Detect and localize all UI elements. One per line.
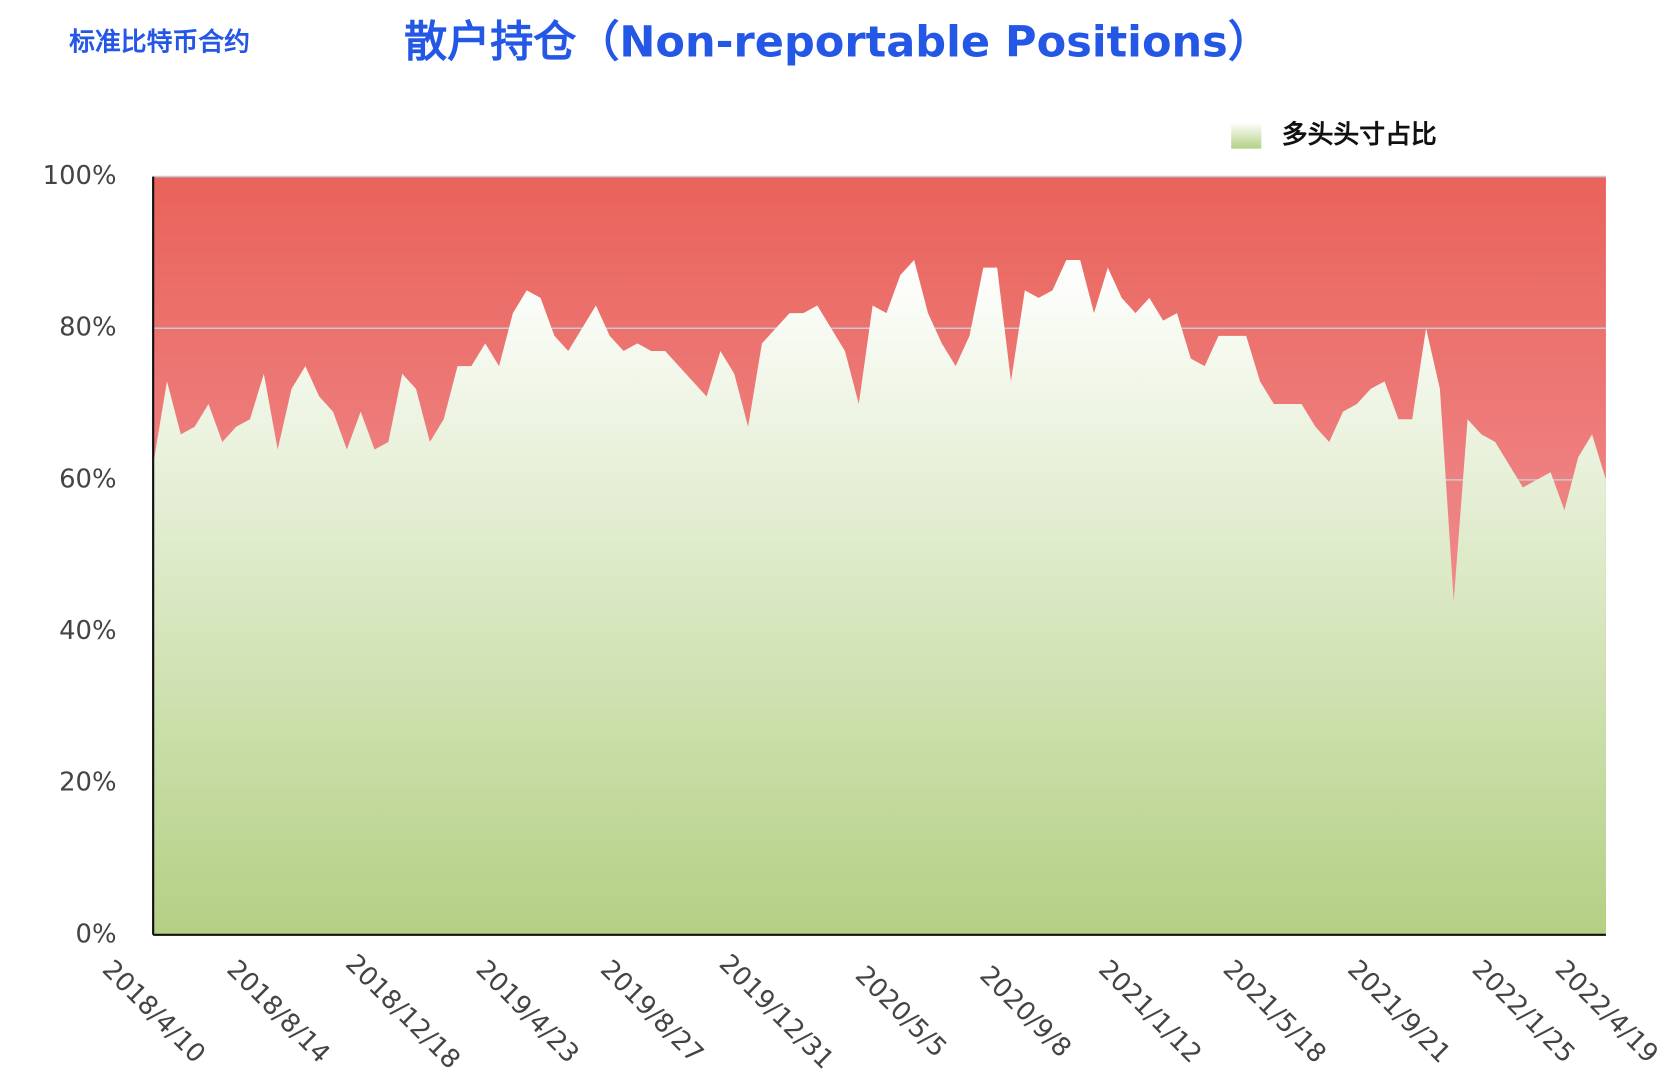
legend-label: 多头头寸占比 — [1282, 120, 1437, 150]
y-tick-label: 80% — [59, 313, 116, 343]
x-tick-label: 2021/1/12 — [1092, 955, 1207, 1070]
x-tick-label: 2018/8/14 — [221, 955, 336, 1070]
x-tick-label: 2020/5/5 — [849, 960, 952, 1063]
y-tick-label: 60% — [59, 464, 116, 494]
x-tick-label: 2020/9/8 — [974, 960, 1077, 1063]
y-tick-label: 0% — [76, 919, 117, 949]
x-tick-label: 2021/5/18 — [1217, 955, 1332, 1070]
subtitle: 标准比特币合约 — [69, 27, 250, 58]
chart-title: 散户持仓（Non-reportable Positions） — [404, 18, 1271, 68]
x-tick-label: 2018/12/18 — [339, 949, 465, 1075]
long-area — [153, 260, 1606, 935]
x-tick-label: 2018/4/10 — [96, 955, 211, 1070]
x-tick-label: 2019/12/31 — [713, 949, 839, 1075]
y-tick-label: 100% — [43, 161, 117, 191]
y-tick-label: 20% — [59, 768, 116, 798]
x-tick-label: 2019/4/23 — [470, 955, 585, 1070]
x-tick-label: 2021/9/21 — [1341, 955, 1456, 1070]
y-tick-label: 40% — [59, 616, 116, 646]
legend-swatch — [1231, 122, 1262, 149]
x-tick-label: 2019/8/27 — [594, 955, 709, 1070]
